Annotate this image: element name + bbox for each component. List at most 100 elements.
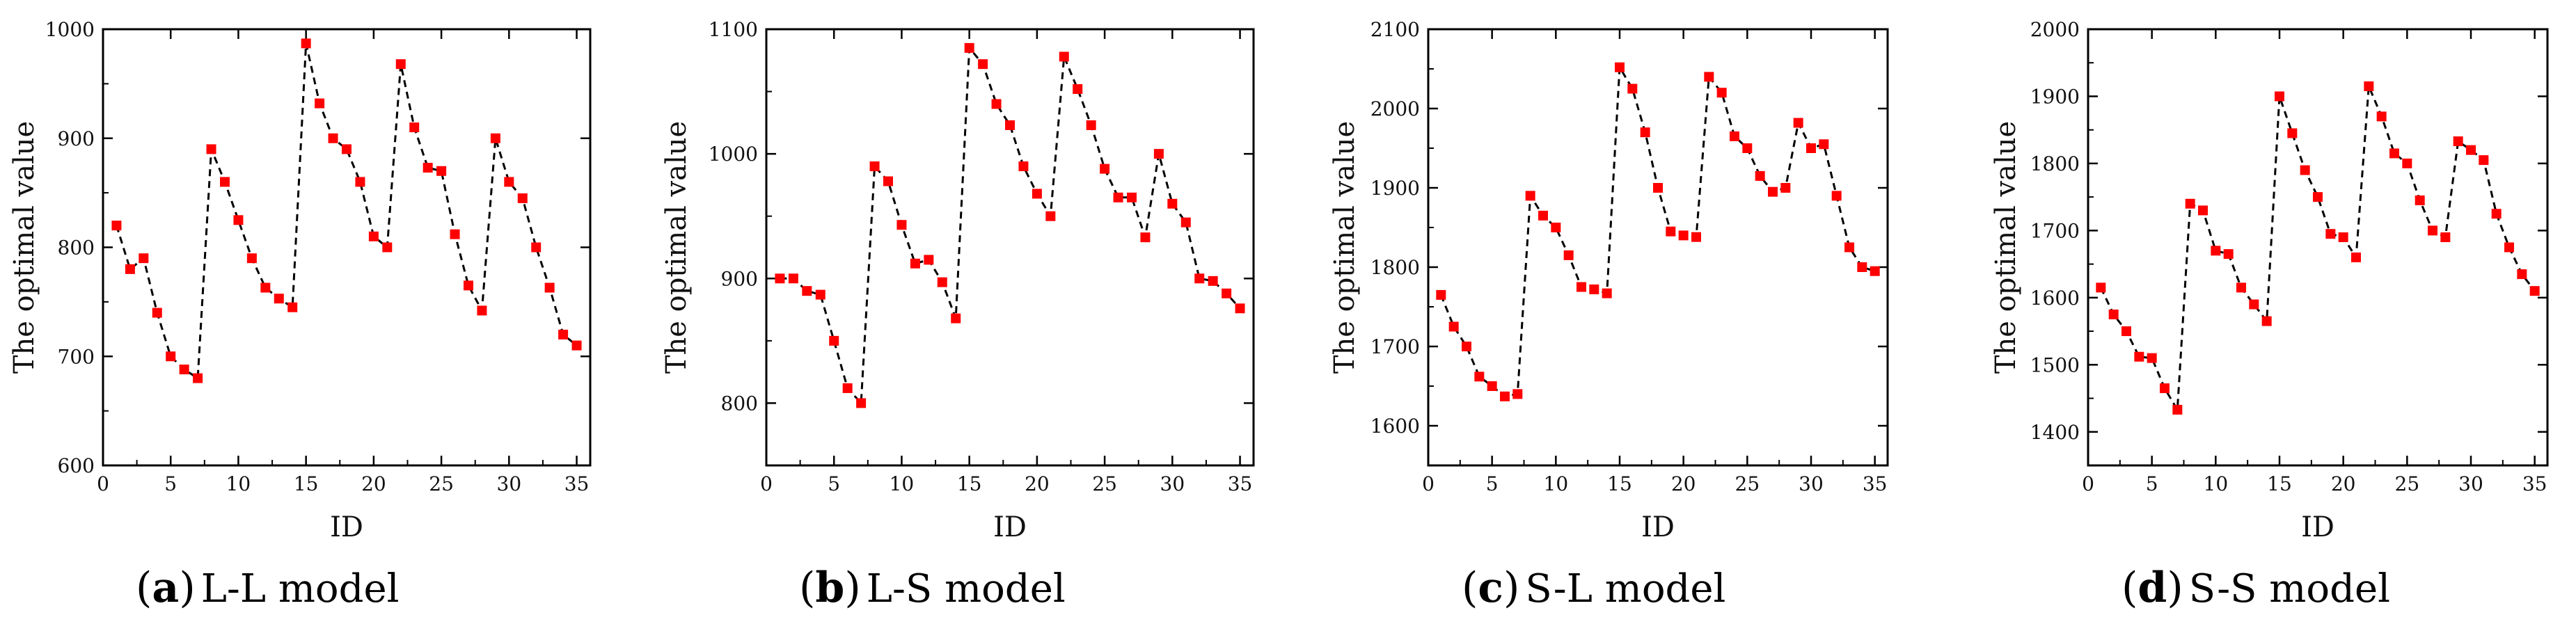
chart-b-data-point [1100,163,1110,174]
chart-c-series-line [1439,63,1876,398]
chart-d-x-tick-label: 0 [2082,472,2094,495]
chart-c-data-point [1716,88,1727,98]
chart-b-data-point [951,313,961,324]
chart-b-data-point [1222,288,1232,298]
chart-d-data-point [2389,148,2399,159]
chart-d-caption-close-paren: ) [2167,564,2183,612]
chart-c-data-point [1551,223,1561,232]
chart-c-y-tick-label: 1700 [1370,335,1420,358]
chart-b-data-point [1153,149,1164,159]
chart-b-data-point [1045,211,1056,221]
chart-a-data-point [179,365,189,375]
chart-d-data-point [2428,225,2437,236]
chart-b-caption-open-paren: ( [799,564,815,612]
chart-c-data-point [1589,284,1599,294]
chart-d-data-point [2466,145,2476,155]
chart-b-y-tick-label: 1100 [709,18,758,41]
chart-c-x-tick-label: 35 [1863,472,1888,495]
chart-d-data-point [2376,111,2387,122]
chart-c-y-tick-label: 1900 [1370,177,1420,200]
chart-d-x-tick-label: 20 [2331,472,2356,495]
chart-a-caption: (a) L-L model [136,564,400,612]
chart-b-caption-text: L-S model [867,566,1066,612]
chart-d-x-tick-label: 30 [2458,472,2483,495]
chart-c-data-point [1462,342,1471,351]
chart-c-data-point [1640,127,1650,138]
chart-d-data-point [2096,282,2106,293]
chart-d-data-point [2313,192,2323,202]
chart-a-data-point [355,177,365,187]
chart-c-data-point [1487,381,1497,391]
chart-d-data-point [2275,91,2284,102]
chart-c-caption-open-paren: ( [1462,564,1478,612]
chart-b-data-point [1235,303,1245,314]
chart-b-data-point [1194,273,1205,284]
chart-c-caption-letter: c [1478,564,1503,612]
chart-b-data-point [815,289,825,300]
chart-a-data-point [368,231,379,241]
chart-d-data-point [2223,249,2234,259]
chart-a-data-point [111,221,122,231]
chart-b-data-point [1086,120,1096,130]
chart-c-data-point [1448,321,1459,332]
chart-d-data-point [2440,232,2451,243]
chart-c-data-point [1806,143,1816,153]
chart-a-y-tick-label: 700 [58,345,95,368]
chart-c-x-tick-label: 25 [1735,472,1760,495]
chart-d-data-point [2415,195,2425,205]
chart-b-x-axis-title: ID [993,511,1027,543]
chart-c-data-point [1678,230,1689,241]
chart-b-data-point [964,42,974,53]
chart-c-data-point [1538,210,1548,221]
chart-b-data-point [869,161,880,172]
chart-b-x-tick-label: 0 [760,472,773,495]
chart-d-y-tick-label: 1900 [2030,85,2080,108]
chart-b-caption-close-paren: ) [844,564,860,612]
chart-a-data-point [193,373,203,383]
chart-b-x-tick-label: 25 [1092,472,1117,495]
chart-b-x-tick-label: 15 [957,472,982,495]
chart-a-data-point [342,144,351,154]
chart-b-data-point [802,286,812,296]
chart-c-data-point [1500,391,1510,401]
chart-d-data-point [2453,136,2463,147]
chart-a-data-point [206,144,216,154]
chart-a-data-point [287,302,298,312]
chart-b-x-tick-label: 30 [1160,472,1185,495]
chart-a-data-point [233,215,244,225]
chart-c-y-tick-label: 1600 [1370,415,1420,438]
chart-a-data-point [315,98,325,109]
chart-b-data-point [829,335,839,346]
chart-b-data-point [1127,192,1137,202]
chart-d-data-point [2287,128,2298,138]
chart-b-data-point [924,255,934,265]
chart-d-data-point [2517,269,2527,280]
chart-d-data-point [2172,404,2183,415]
chart-b-data-point [883,176,893,186]
chart-b-data-point [1018,161,1029,172]
chart-a-data-point [464,280,473,291]
chart-c-data-point [1870,266,1880,276]
chart-a-y-tick-label: 600 [58,454,95,477]
chart-d-data-point [2504,242,2514,253]
chart-a-data-point [422,163,433,173]
chart-a-data-point [490,133,500,143]
chart-b-data-point [1005,120,1015,130]
chart-d-data-point [2261,316,2272,326]
chart-a-y-axis-title: The optimal value [8,121,40,374]
chart-c-plot-frame [1427,28,1889,467]
chart-b-data-point [1032,189,1042,199]
chart-c-x-tick-label: 30 [1799,472,1824,495]
chart-b-data-point [910,258,920,269]
chart-a-data-point [544,282,555,293]
chart-c-y-tick-label: 2100 [1370,18,1420,41]
chart-a-data-point [152,307,162,318]
chart-a-x-tick-label: 15 [294,472,319,495]
chart-c-caption: (c) S-L model [1462,564,1725,612]
chart-d-data-point [2325,229,2336,239]
chart-b-data-point [1059,51,1069,62]
chart-a-data-point [274,294,284,304]
chart-b-data-point [1113,192,1123,202]
chart-d-caption-open-paren: ( [2121,564,2138,612]
